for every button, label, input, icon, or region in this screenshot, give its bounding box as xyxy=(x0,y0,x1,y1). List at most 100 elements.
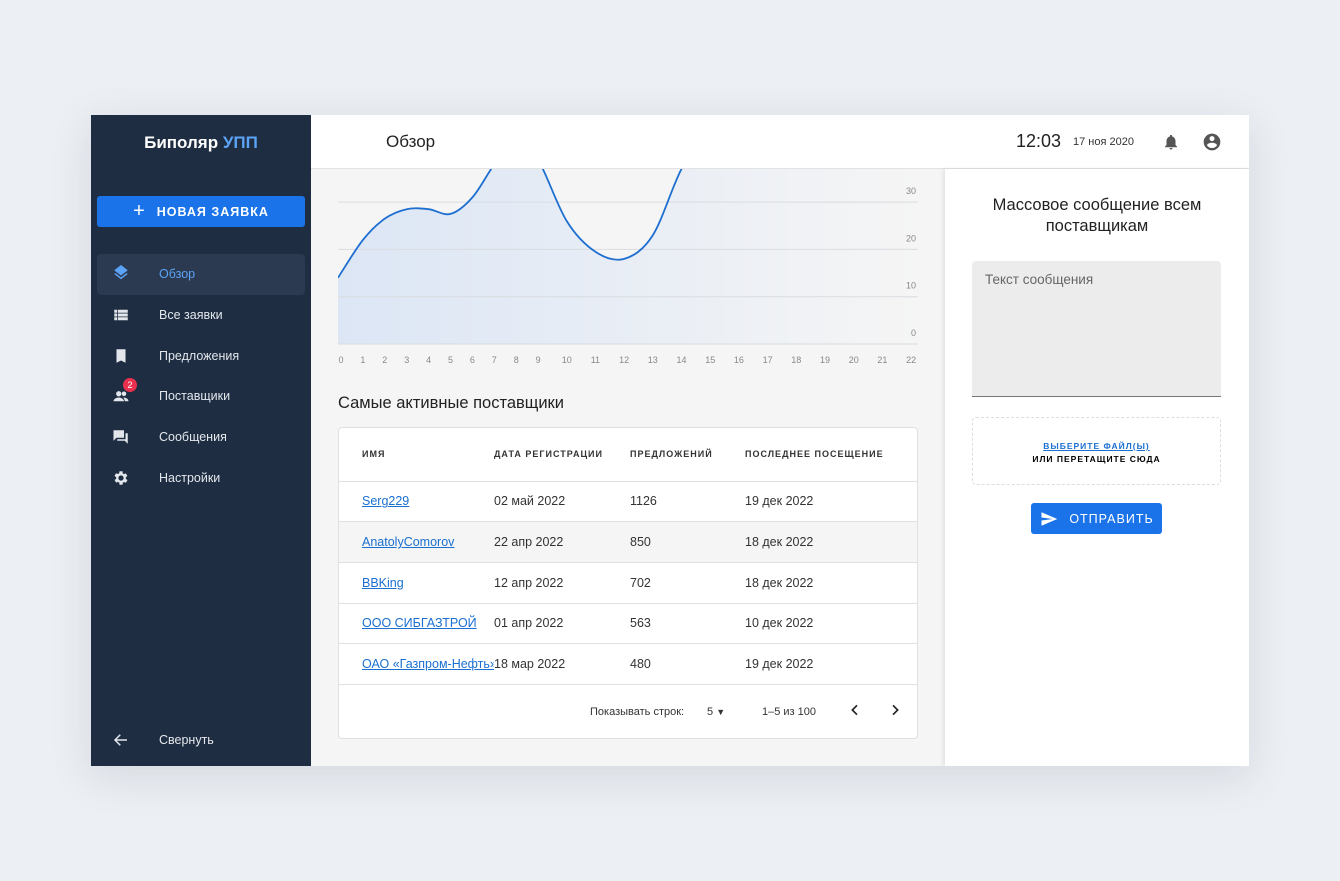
x-tick-label: 4 xyxy=(426,355,431,365)
table-cell: 10 дек 2022 xyxy=(745,603,917,645)
gear-icon xyxy=(97,469,145,487)
x-tick-label: 10 xyxy=(562,355,572,365)
x-tick-label: 20 xyxy=(849,355,859,365)
y-tick-label: 30 xyxy=(906,186,916,196)
column-header[interactable]: ПОСЛЕДНЕЕ ПОСЕЩЕНИЕ xyxy=(745,428,917,482)
supplier-link[interactable]: ОАО «Газпром-Нефть» xyxy=(362,657,494,672)
x-tick-label: 21 xyxy=(877,355,887,365)
x-tick-label: 8 xyxy=(514,355,519,365)
message-textarea[interactable]: Текст сообщения xyxy=(972,261,1221,397)
supplier-name-cell: Serg229 xyxy=(339,481,494,523)
layers-icon xyxy=(97,265,145,283)
pagination: Показывать строк: 5 ▼ 1–5 из 100 xyxy=(339,685,917,738)
table-row[interactable]: AnatolyComorov 22 апр 2022 850 18 дек 2022 xyxy=(339,521,917,563)
table-cell: 18 дек 2022 xyxy=(745,562,917,604)
caret-down-icon: ▼ xyxy=(716,706,726,717)
x-tick-label: 1 xyxy=(360,355,365,365)
table-cell: 02 май 2022 xyxy=(494,481,630,523)
file-dropzone[interactable]: ВЫБЕРИТЕ ФАЙЛ(Ы) ИЛИ ПЕРЕТАЩИТЕ СЮДА xyxy=(972,417,1221,485)
table-cell: 12 апр 2022 xyxy=(494,562,630,604)
supplier-link[interactable]: Serg229 xyxy=(362,494,410,509)
x-tick-label: 3 xyxy=(404,355,409,365)
prev-page-button[interactable] xyxy=(847,702,863,721)
table-cell: 18 мар 2022 xyxy=(494,643,630,685)
x-tick-label: 14 xyxy=(676,355,686,365)
supplier-link[interactable]: BBKing xyxy=(362,575,404,590)
x-tick-label: 17 xyxy=(763,355,773,365)
new-request-button[interactable]: + НОВАЯ ЗАЯВКА xyxy=(97,196,305,227)
sidebar-item-offers[interactable]: Предложения xyxy=(97,335,305,376)
table-row[interactable]: ООО СИБГАЗТРОЙ 01 апр 2022 563 10 дек 2022 xyxy=(339,603,917,645)
table-cell: 19 дек 2022 xyxy=(745,481,917,523)
sidebar-item-suppliers[interactable]: 2 Поставщики xyxy=(97,376,305,417)
column-header[interactable]: ПРЕДЛОЖЕНИЙ xyxy=(630,428,745,482)
column-header[interactable]: ДАТА РЕГИСТРАЦИИ xyxy=(494,428,630,482)
x-tick-label: 7 xyxy=(492,355,497,365)
x-tick-label: 16 xyxy=(734,355,744,365)
panel-title: Массовое сообщение всем поставщикам xyxy=(992,196,1202,235)
section-title: Самые активные поставщики xyxy=(338,394,564,412)
sidebar-item-settings[interactable]: Настройки xyxy=(97,457,305,498)
table-cell: 18 дек 2022 xyxy=(745,521,917,563)
bell-icon[interactable] xyxy=(1162,133,1180,156)
main-content: 0 10 20 30 0 1 2 3 4 5 6 7 8 9 10 11 12 13 14 15 16 17 18 19 20 2… xyxy=(311,169,945,766)
table-cell: 850 xyxy=(630,521,745,563)
collapse-sidebar-button[interactable]: Свернуть xyxy=(97,728,214,752)
table-cell: 01 апр 2022 xyxy=(494,603,630,645)
supplier-link[interactable]: ООО СИБГАЗТРОЙ xyxy=(362,616,477,631)
x-tick-label: 6 xyxy=(470,355,475,365)
x-tick-label: 15 xyxy=(705,355,715,365)
x-tick-label: 11 xyxy=(591,355,600,365)
next-page-button[interactable] xyxy=(887,702,903,721)
mass-message-panel: Массовое сообщение всем поставщикам Текс… xyxy=(945,169,1249,766)
sidebar: Биполяр УПП + НОВАЯ ЗАЯВКА Обзор Все заяв… xyxy=(91,115,311,766)
sidebar-item-all-requests[interactable]: Все заявки xyxy=(97,295,305,336)
table-cell: 480 xyxy=(630,643,745,685)
table-cell: 1126 xyxy=(630,481,745,523)
page-range: 1–5 из 100 xyxy=(762,705,817,718)
supplier-name-cell: AnatolyComorov xyxy=(339,521,494,563)
rows-per-page-select[interactable]: 5 ▼ xyxy=(707,705,726,718)
table-row[interactable]: BBKing 12 апр 2022 702 18 дек 2022 xyxy=(339,562,917,604)
list-icon xyxy=(97,306,145,324)
x-tick-label: 5 xyxy=(448,355,453,365)
series-line xyxy=(338,169,683,279)
y-tick-label: 10 xyxy=(906,281,916,291)
table-row[interactable]: Serg229 02 май 2022 1126 19 дек 2022 xyxy=(339,481,917,523)
supplier-name-cell: ОАО «Газпром-Нефть» xyxy=(339,643,494,685)
notification-badge: 2 xyxy=(123,378,137,393)
area-fill xyxy=(338,169,918,344)
account-icon[interactable] xyxy=(1202,132,1222,157)
supplier-name-cell: BBKing xyxy=(339,562,494,604)
choose-files-link[interactable]: ВЫБЕРИТЕ ФАЙЛ(Ы) xyxy=(1043,441,1150,451)
y-tick-label: 20 xyxy=(906,233,916,243)
x-tick-label: 13 xyxy=(648,355,658,365)
table-cell: 702 xyxy=(630,562,745,604)
x-tick-label: 2 xyxy=(382,355,387,365)
sidebar-item-messages[interactable]: Сообщения xyxy=(97,417,305,458)
send-icon xyxy=(1041,511,1058,526)
top-bar: Обзор 12:03 17 ноя 2020 xyxy=(311,115,1249,169)
x-tick-label: 0 xyxy=(338,355,343,365)
table-row[interactable]: ОАО «Газпром-Нефть» 18 мар 2022 480 19 дек … xyxy=(339,643,917,685)
people-icon: 2 xyxy=(97,378,145,405)
app-window: Биполяр УПП + НОВАЯ ЗАЯВКА Обзор Все заяв… xyxy=(91,115,1249,766)
forum-icon xyxy=(97,428,145,446)
rows-per-page-label: Показывать строк: xyxy=(590,705,685,718)
y-tick-label: 0 xyxy=(911,328,916,338)
arrow-left-icon xyxy=(97,731,145,749)
column-header[interactable]: ИМЯ xyxy=(339,428,494,482)
plus-icon: + xyxy=(133,200,145,222)
sidebar-item-overview[interactable]: Обзор xyxy=(97,254,305,295)
table-cell: 22 апр 2022 xyxy=(494,521,630,563)
bookmark-icon xyxy=(97,347,145,365)
table-cell: 19 дек 2022 xyxy=(745,643,917,685)
clock: 12:03 xyxy=(1016,131,1062,151)
logo: Биполяр УПП xyxy=(144,133,258,152)
send-button[interactable]: ОТПРАВИТЬ xyxy=(1031,503,1162,534)
supplier-link[interactable]: AnatolyComorov xyxy=(362,535,455,550)
page-title: Обзор xyxy=(386,131,436,151)
table-cell: 563 xyxy=(630,603,745,645)
x-tick-label: 9 xyxy=(536,355,541,365)
